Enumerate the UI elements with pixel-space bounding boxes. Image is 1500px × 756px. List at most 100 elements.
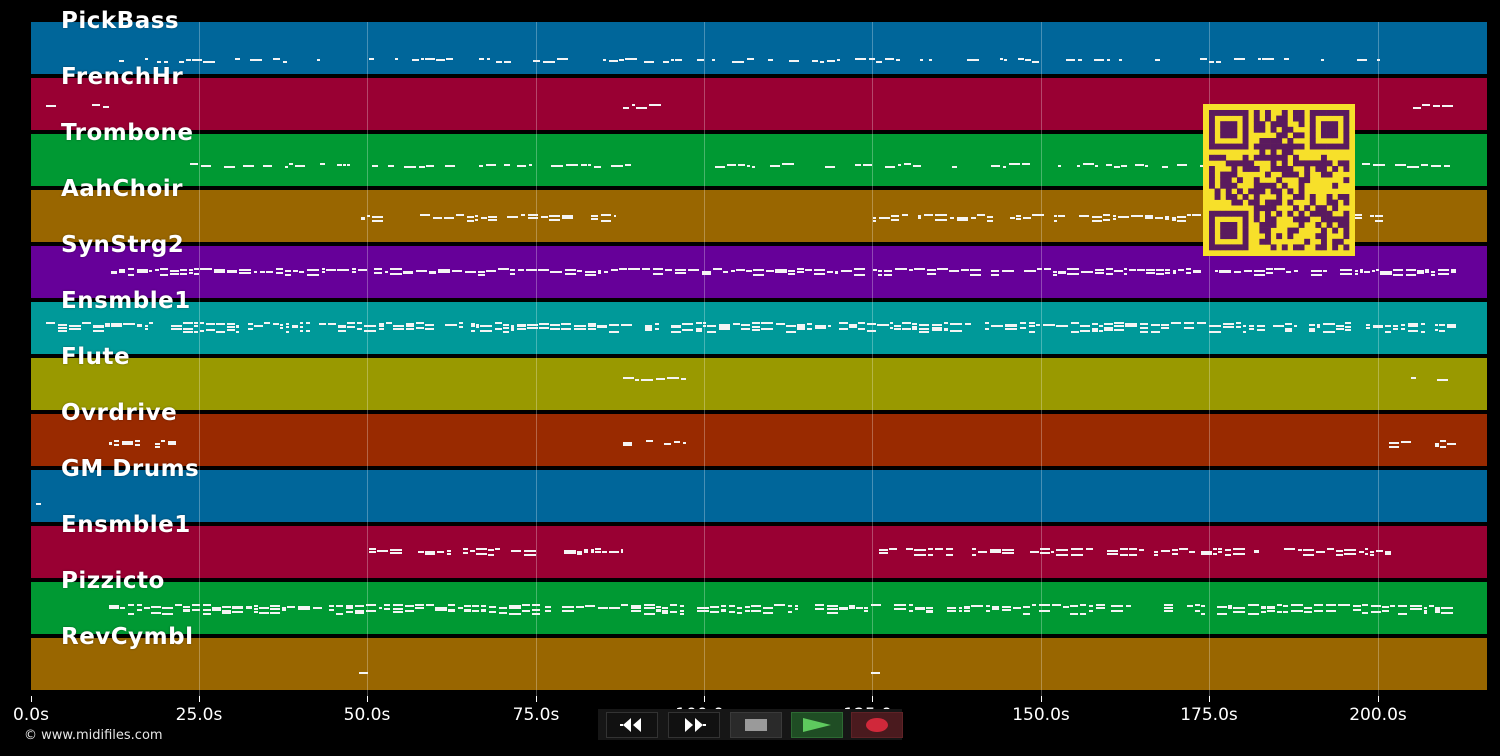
- midi-note: [438, 269, 450, 271]
- midi-note: [719, 324, 730, 326]
- midi-note: [788, 273, 795, 275]
- midi-note: [300, 326, 303, 328]
- midi-note: [656, 609, 661, 611]
- qr-module: [1343, 194, 1350, 200]
- qr-module: [1214, 110, 1221, 116]
- midi-note: [825, 166, 835, 168]
- midi-note: [1056, 554, 1068, 556]
- qr-module: [1237, 244, 1243, 251]
- midi-note: [1444, 165, 1450, 167]
- midi-note: [598, 272, 601, 274]
- qr-module: [1225, 110, 1232, 116]
- midi-note: [171, 328, 182, 330]
- midi-note: [827, 605, 838, 607]
- track-row[interactable]: Flute: [31, 344, 1487, 412]
- midi-note: [1382, 606, 1389, 608]
- midi-note: [254, 605, 258, 607]
- midi-note: [489, 611, 496, 613]
- midi-note: [1234, 271, 1241, 273]
- midi-note: [1054, 215, 1057, 217]
- midi-note: [895, 268, 907, 270]
- midi-note: [343, 164, 346, 166]
- track-row[interactable]: Ovrdrive: [31, 400, 1487, 468]
- midi-note: [1451, 269, 1456, 271]
- qr-module: [1270, 160, 1277, 167]
- midi-note: [1303, 549, 1314, 551]
- midi-note: [1058, 271, 1066, 273]
- midi-note: [352, 268, 356, 270]
- qr-module: [1248, 199, 1255, 206]
- qr-module: [1326, 171, 1333, 178]
- midi-note: [488, 549, 494, 551]
- midi-note: [737, 612, 742, 614]
- rewind-button[interactable]: [606, 712, 658, 738]
- midi-note: [405, 605, 414, 607]
- midi-note: [119, 269, 125, 271]
- qr-module: [1220, 210, 1227, 217]
- midi-note: [459, 322, 463, 324]
- midi-note: [92, 104, 100, 106]
- midi-note: [155, 269, 159, 271]
- fast-forward-button[interactable]: [668, 712, 720, 738]
- midi-note: [619, 268, 627, 270]
- midi-note: [435, 607, 447, 609]
- qr-module: [1315, 143, 1322, 150]
- qr-module: [1242, 222, 1249, 228]
- midi-note: [598, 270, 601, 272]
- track-row[interactable]: Ensmble1: [31, 512, 1487, 580]
- midi-note: [797, 324, 805, 326]
- midi-note: [1389, 446, 1399, 448]
- qr-module: [1309, 138, 1316, 144]
- midi-note: [625, 164, 631, 166]
- midi-note: [212, 609, 221, 611]
- midi-note: [162, 607, 173, 609]
- play-button[interactable]: [791, 712, 843, 738]
- midi-note: [1095, 269, 1104, 271]
- track-row[interactable]: Pizzicto: [31, 568, 1487, 636]
- midi-note: [879, 217, 890, 219]
- midi-note: [1173, 270, 1176, 272]
- midi-note: [723, 271, 728, 273]
- midi-note: [487, 58, 490, 60]
- track-name: RevCymbl: [61, 624, 194, 650]
- qr-module: [1304, 216, 1311, 223]
- rewind-icon: [617, 717, 647, 733]
- midi-note: [795, 608, 798, 610]
- qr-module: [1298, 222, 1305, 228]
- midi-note: [292, 326, 298, 328]
- midi-note: [1145, 165, 1148, 167]
- qr-module: [1343, 143, 1350, 150]
- record-button[interactable]: [851, 712, 903, 738]
- midi-note: [721, 609, 726, 611]
- midi-note: [697, 607, 709, 609]
- midi-note: [366, 604, 376, 606]
- midi-note: [270, 608, 280, 610]
- midi-note: [671, 59, 674, 61]
- midi-note: [867, 323, 876, 325]
- midi-note: [1254, 274, 1265, 276]
- midi-note: [420, 214, 430, 216]
- midi-note: [361, 217, 365, 219]
- midi-note: [545, 606, 551, 608]
- track-row[interactable]: Ensmble1: [31, 288, 1487, 356]
- midi-note: [681, 378, 686, 380]
- midi-note: [1039, 604, 1050, 606]
- qr-module: [1281, 110, 1288, 116]
- qr-module: [1248, 188, 1255, 195]
- midi-note: [947, 610, 956, 612]
- track-row[interactable]: GM Drums: [31, 456, 1487, 524]
- midi-note: [1309, 324, 1315, 326]
- midi-note: [212, 607, 221, 609]
- midi-note: [1249, 325, 1254, 327]
- track-row[interactable]: RevCymbl: [31, 624, 1487, 692]
- midi-note: [1052, 604, 1061, 606]
- stop-icon: [743, 717, 769, 733]
- midi-note: [357, 328, 362, 330]
- stop-button[interactable]: [730, 712, 782, 738]
- midi-note: [58, 324, 67, 326]
- qr-module: [1265, 210, 1271, 217]
- midi-note: [805, 269, 812, 271]
- qr-module: [1209, 182, 1215, 189]
- midi-note: [919, 328, 929, 330]
- track-row[interactable]: PickBass: [31, 8, 1487, 76]
